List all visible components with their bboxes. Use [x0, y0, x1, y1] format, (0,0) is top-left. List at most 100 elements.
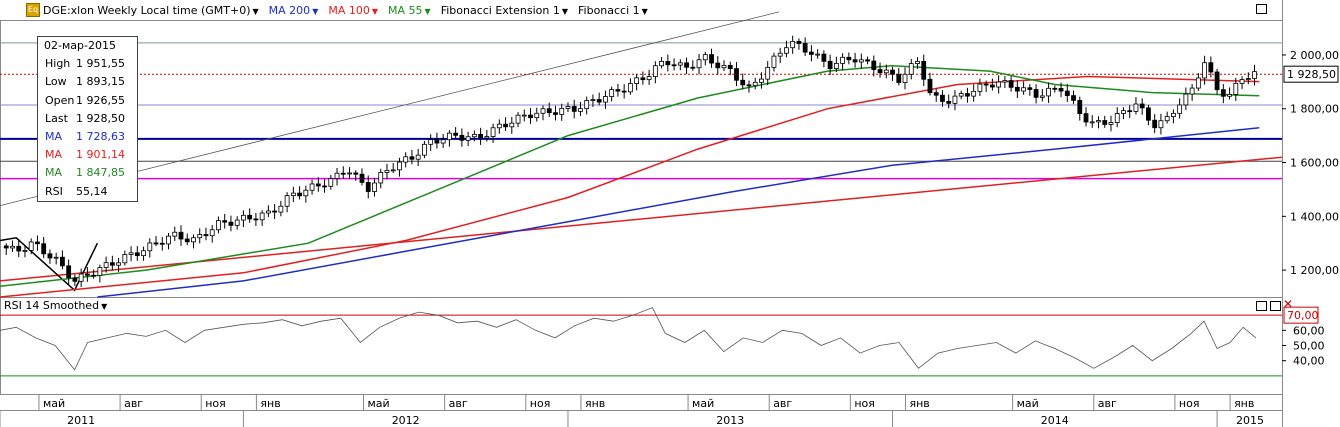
data-window-row: MA 1 901,14 [38, 146, 137, 164]
maximize-icon[interactable] [1256, 4, 1267, 14]
candle-body [378, 172, 384, 184]
candle-body [1139, 103, 1145, 109]
candle-body [1108, 122, 1114, 125]
candle-body [78, 273, 84, 282]
candle-body [434, 139, 440, 144]
instrument-icon[interactable]: Eq [26, 3, 40, 17]
candle-body [459, 134, 465, 141]
candle-body [35, 241, 40, 245]
y-tick-label: 2 000,00 [1290, 49, 1339, 62]
candle-body [815, 53, 821, 56]
candle-body [1052, 87, 1058, 90]
candle-body [965, 93, 970, 97]
candle-body [1114, 113, 1120, 123]
data-window-label: High [45, 57, 71, 71]
candle-body [1202, 62, 1208, 79]
candle-body [846, 56, 852, 61]
indicator-ma55[interactable]: MA 55 ▼ [388, 3, 431, 17]
data-window-row: Open 1 926,55 [38, 92, 137, 110]
candle-body [303, 189, 309, 197]
candle-body [184, 238, 190, 243]
rsi-panel-title[interactable]: RSI 14 Smoothed ▼ [4, 299, 108, 312]
candle-body [771, 55, 777, 68]
data-window-value: 1 901,14 [76, 148, 125, 162]
candle-body [503, 123, 508, 128]
y-tick-label: 1 600,00 [1290, 157, 1339, 170]
rsi-maximize-icon[interactable] [1270, 301, 1281, 311]
candle-body [222, 220, 228, 223]
candle-body [840, 56, 845, 64]
candle-body [1102, 120, 1108, 125]
data-window-label: Open [45, 93, 75, 107]
rsi-close-icon[interactable]: ✕ [1283, 297, 1294, 311]
candle-body [278, 205, 284, 213]
candle-body [91, 274, 97, 277]
indicator-fibonacci[interactable]: Fibonacci 1 ▼ [578, 3, 648, 17]
indicator-ma100[interactable]: MA 100 ▼ [328, 3, 379, 17]
candle-body [290, 192, 296, 196]
candle-body [677, 62, 683, 66]
candle-body [833, 62, 839, 70]
indicator-ma200[interactable]: MA 200 ▼ [268, 3, 319, 17]
indicator-fibonacci-extension[interactable]: Fibonacci Extension 1 ▼ [440, 3, 568, 17]
candle-body [571, 106, 577, 112]
candle-body [241, 214, 246, 221]
candle-body [802, 43, 808, 53]
candle-body [1083, 113, 1089, 123]
candle-body [234, 219, 240, 226]
candle-body [1152, 119, 1158, 129]
candle-body [265, 210, 271, 214]
candle-body [553, 112, 558, 115]
ma200-line [97, 127, 1260, 298]
candle-body [66, 265, 72, 279]
candle-body [1058, 88, 1064, 92]
x-month-label: янв [910, 397, 930, 410]
candle-body [284, 195, 290, 207]
data-window-value: 1 928,50 [76, 111, 125, 125]
candle-body [1170, 112, 1176, 117]
x-month-label: ноя [205, 397, 226, 410]
data-window-date: 02-мар-2015 [44, 39, 116, 52]
x-month-label: ноя [854, 397, 875, 410]
data-window-value: 1 728,63 [76, 129, 125, 143]
chart-toolbar: Eq DGE:xlon Weekly Local time (GMT+0) ▼ M… [0, 0, 658, 20]
caret-down-icon: ▼ [641, 6, 648, 16]
candle-body [808, 51, 814, 55]
candle-body [478, 133, 483, 139]
candle-body [84, 273, 90, 276]
candle-body [122, 254, 128, 264]
caret-down-icon: ▼ [312, 6, 319, 16]
current-price-tag [1283, 65, 1339, 83]
candle-body [10, 245, 15, 249]
candle-body [471, 133, 477, 138]
rsi-line [0, 307, 1257, 371]
candle-body [1158, 120, 1164, 129]
x-month-label: янв [1234, 397, 1254, 410]
candle-body [209, 229, 215, 237]
caret-down-icon: ▼ [371, 6, 379, 16]
data-window-value: 1 847,85 [76, 166, 125, 180]
rsi-minimize-icon[interactable] [1256, 301, 1267, 311]
data-window-row: MA 1 847,85 [38, 164, 137, 182]
candle-body [821, 53, 827, 62]
ma100-line [0, 75, 1260, 298]
candle-body [453, 132, 459, 136]
candle-body [197, 234, 203, 239]
candle-body [559, 108, 565, 115]
candle-body [1220, 89, 1226, 97]
candle-body [147, 242, 153, 252]
candle-body [696, 59, 702, 69]
candle-body [1227, 93, 1232, 97]
data-window-label: MA [45, 148, 63, 162]
candle-body [621, 90, 627, 93]
candle-body [440, 139, 446, 144]
candle-body [309, 183, 315, 191]
candle-body [933, 92, 939, 96]
candle-body [1064, 90, 1070, 97]
data-window-label: RSI [45, 184, 63, 198]
symbol-selector[interactable]: DGE:xlon Weekly Local time (GMT+0) ▼ [43, 3, 259, 17]
candle-body [484, 136, 490, 139]
x-year-label: 2014 [1041, 414, 1069, 427]
y-tick-label: 1 800,00 [1290, 103, 1339, 116]
